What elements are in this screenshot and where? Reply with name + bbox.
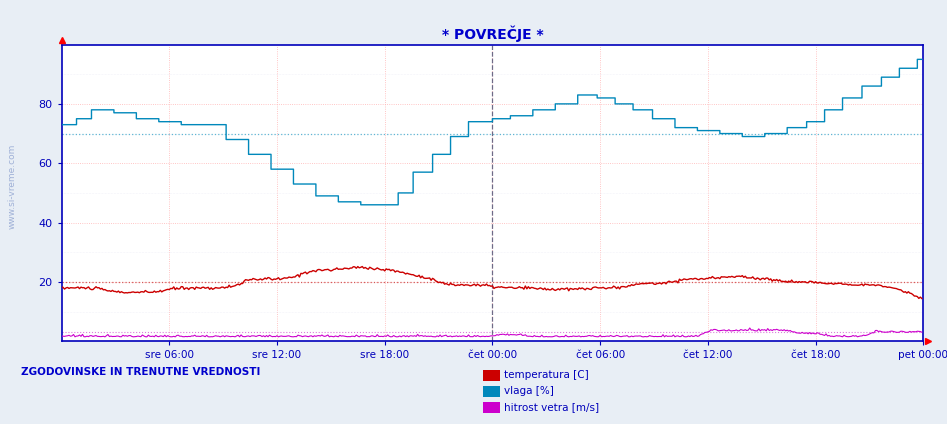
Text: www.si-vreme.com: www.si-vreme.com (8, 144, 17, 229)
Title: * POVREČJE *: * POVREČJE * (441, 25, 544, 42)
Text: ZGODOVINSKE IN TRENUTNE VREDNOSTI: ZGODOVINSKE IN TRENUTNE VREDNOSTI (21, 367, 260, 377)
Text: temperatura [C]: temperatura [C] (504, 370, 588, 380)
Text: hitrost vetra [m/s]: hitrost vetra [m/s] (504, 402, 599, 413)
Text: vlaga [%]: vlaga [%] (504, 386, 554, 396)
